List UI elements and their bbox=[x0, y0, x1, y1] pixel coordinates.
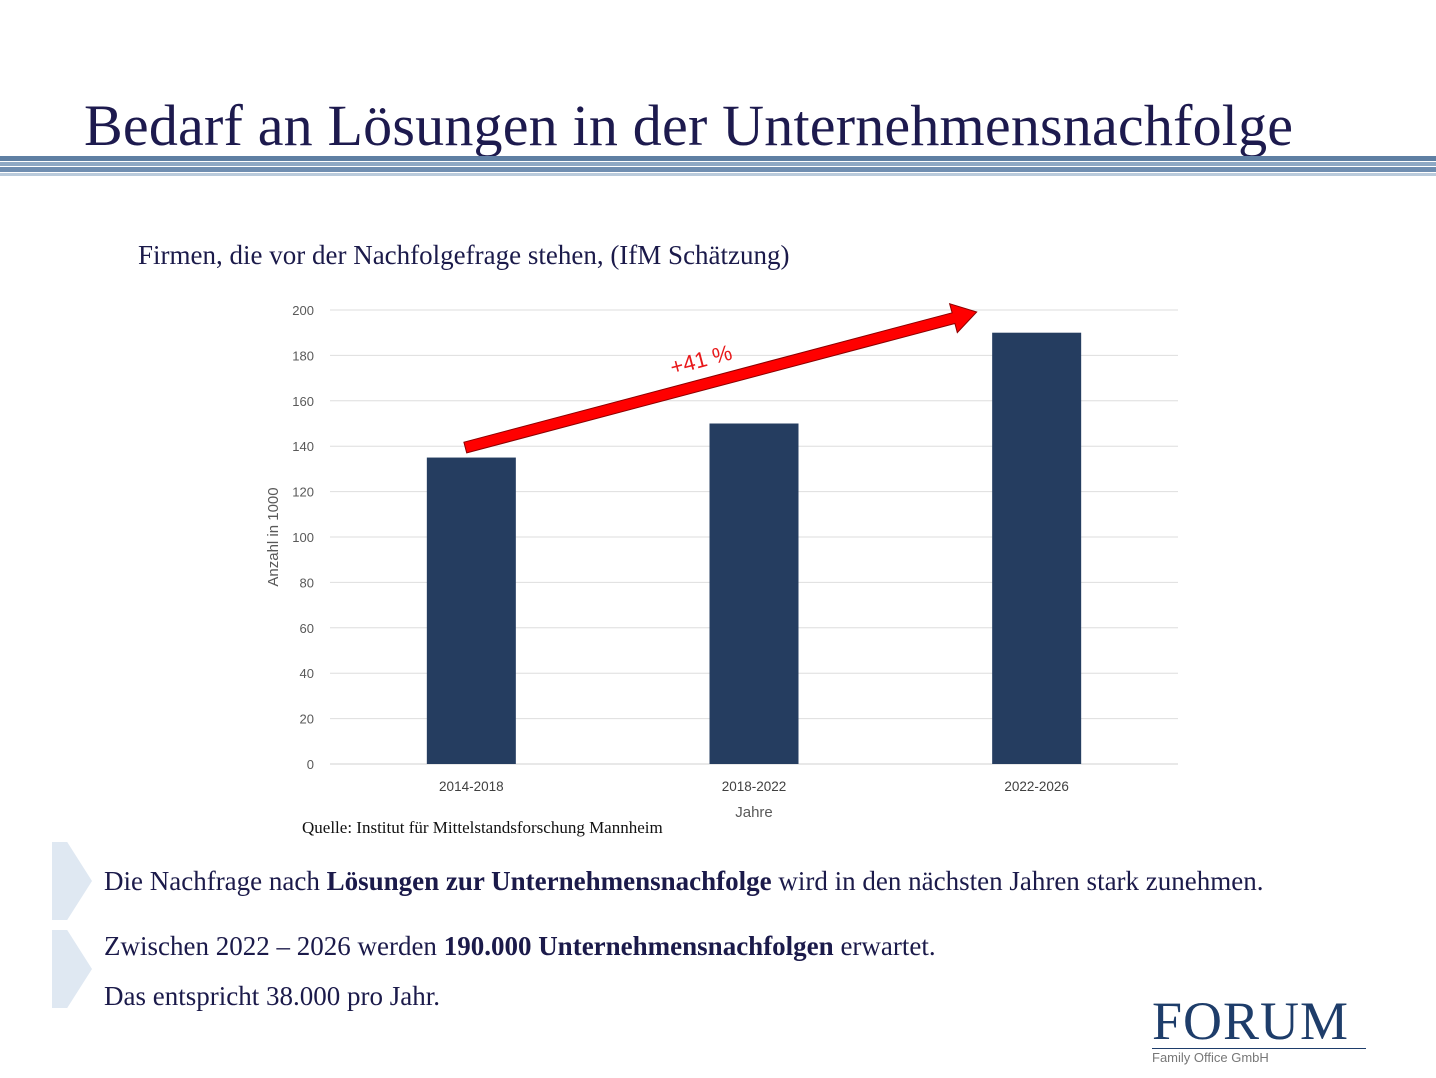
x-tick-label: 2018-2022 bbox=[722, 779, 787, 794]
bullet-2-bold: 190.000 Unternehmensnachfolgen bbox=[443, 931, 834, 961]
source-note: Quelle: Institut für Mittelstandsforschu… bbox=[302, 818, 663, 837]
bullet-2-post: erwartet. bbox=[833, 931, 936, 961]
bar-2014-2018 bbox=[426, 457, 516, 764]
y-tick-label: 0 bbox=[307, 757, 314, 772]
y-tick-label: 140 bbox=[292, 439, 314, 454]
x-axis-title: Jahre bbox=[735, 804, 773, 821]
logo-subtitle: Family Office GmbH bbox=[1152, 1050, 1269, 1065]
x-tick-label: 2022-2026 bbox=[1004, 779, 1069, 794]
title-rule bbox=[0, 167, 1436, 172]
y-tick-label: 160 bbox=[292, 394, 314, 409]
bullet-2-pre: Zwischen 2022 – 2026 werden bbox=[104, 931, 444, 961]
bar-2018-2022 bbox=[709, 423, 799, 764]
y-axis-title: Anzahl in 1000 bbox=[265, 487, 282, 586]
bar-chart: 0 20 40 60 80 100 120 140 160 180 200 2014-2018 2018… bbox=[265, 302, 1178, 821]
bullet-2-line2: Das entspricht 38.000 pro Jahr. bbox=[104, 981, 440, 1011]
chart-subtitle: Firmen, die vor der Nachfolgefrage stehe… bbox=[138, 240, 790, 270]
bullet-1-pre: Die Nachfrage nach bbox=[104, 866, 327, 896]
logo-wordmark: FORUM bbox=[1152, 991, 1350, 1051]
slide-title: Bedarf an Lösungen in der Unternehmensna… bbox=[84, 93, 1294, 158]
x-tick-label: 2014-2018 bbox=[439, 779, 504, 794]
bullet-1-post: wird in den nächsten Jahren stark zunehm… bbox=[771, 866, 1264, 896]
bullet-chevron-icon bbox=[52, 930, 92, 1008]
y-tick-label: 20 bbox=[300, 712, 314, 727]
y-tick-label: 40 bbox=[300, 666, 314, 681]
y-tick-label: 200 bbox=[292, 303, 314, 318]
forum-logo: FORUM Family Office GmbH bbox=[1152, 994, 1366, 1065]
y-tick-label: 180 bbox=[292, 348, 314, 363]
title-rule bbox=[0, 162, 1436, 166]
title-rule bbox=[0, 156, 1436, 161]
bullet-2: Zwischen 2022 – 2026 werden 190.000 Unte… bbox=[104, 931, 936, 962]
growth-arrow bbox=[463, 302, 978, 454]
bar-2022-2026 bbox=[992, 332, 1082, 764]
bullet-1-bold: Lösungen zur Unternehmensnachfolge bbox=[326, 866, 772, 896]
y-tick-label: 120 bbox=[292, 485, 314, 500]
y-tick-label: 80 bbox=[300, 575, 314, 590]
logo-divider bbox=[1152, 1048, 1366, 1049]
bullet-1: Die Nachfrage nach Lösungen zur Unterneh… bbox=[104, 866, 1264, 897]
y-tick-label: 60 bbox=[300, 621, 314, 636]
title-rule bbox=[0, 173, 1436, 176]
y-tick-label: 100 bbox=[292, 530, 314, 545]
